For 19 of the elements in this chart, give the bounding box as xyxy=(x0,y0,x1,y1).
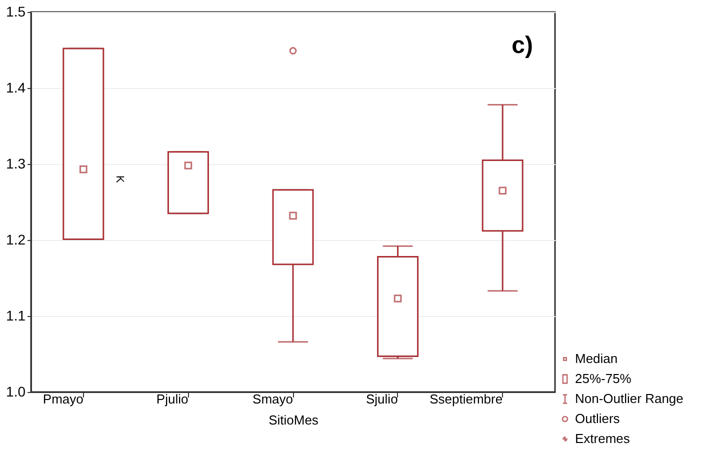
y-tick-label: 1.1 xyxy=(6,308,26,324)
x-tick-label: Pmayo xyxy=(42,392,84,406)
x-tick-label: Sseptiembre xyxy=(430,392,503,406)
text: Median xyxy=(575,351,618,366)
x-axis-title: SitioMes xyxy=(268,412,319,428)
annotation: K xyxy=(113,176,126,184)
y-tick-label: 1.3 xyxy=(6,156,26,172)
text: Extremes xyxy=(575,431,630,446)
text: Outliers xyxy=(575,411,620,426)
y-tick-label: 1.0 xyxy=(6,384,26,400)
x-tick-label: Sjulio xyxy=(366,392,398,406)
x-tick-label: Smayo xyxy=(252,392,293,406)
x-tick-label: Pjulio xyxy=(156,392,188,406)
y-tick-label: 1.5 xyxy=(6,4,26,20)
y-tick-label: 1.2 xyxy=(6,232,26,248)
text: 25%-75% xyxy=(575,371,632,386)
y-tick-label: 1.4 xyxy=(6,80,26,96)
annotation: c) xyxy=(512,32,533,59)
text: Non-Outlier Range xyxy=(575,391,684,406)
